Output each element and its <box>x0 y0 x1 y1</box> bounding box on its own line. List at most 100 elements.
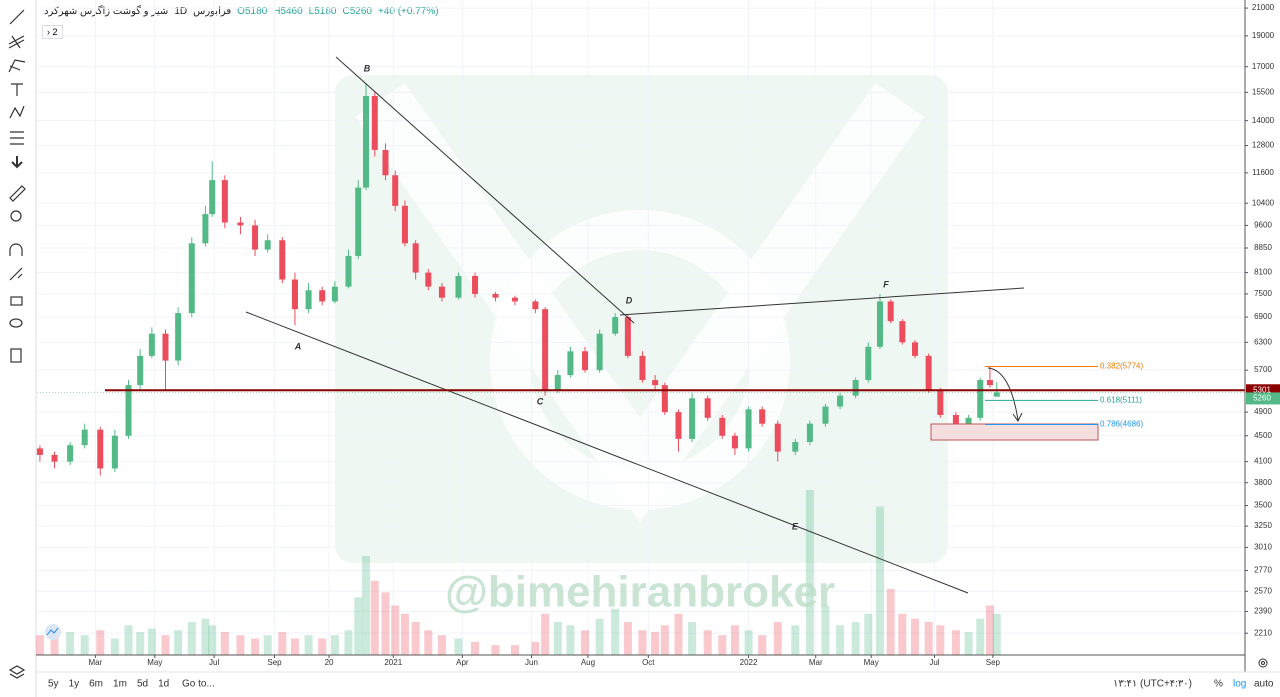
candle-body[interactable] <box>542 309 549 391</box>
candle-body[interactable] <box>852 380 859 396</box>
candle-body[interactable] <box>51 454 58 462</box>
candle-body[interactable] <box>759 409 766 424</box>
candle-body[interactable] <box>175 313 182 361</box>
candle-body[interactable] <box>977 380 984 418</box>
candle-body[interactable] <box>425 272 432 287</box>
candle-body[interactable] <box>492 293 499 298</box>
candle-body[interactable] <box>305 290 312 310</box>
candle-body[interactable] <box>567 351 574 376</box>
candle-body[interactable] <box>237 222 244 226</box>
candle-body[interactable] <box>792 442 799 452</box>
interval[interactable]: 1D <box>174 6 188 17</box>
candle-body[interactable] <box>837 395 844 407</box>
tool-brush[interactable] <box>8 59 26 73</box>
tool-line[interactable] <box>9 9 25 25</box>
candle-body[interactable] <box>111 435 118 469</box>
tool-zoom[interactable] <box>10 210 22 222</box>
candle-body[interactable] <box>612 317 619 334</box>
candle-body[interactable] <box>401 205 408 244</box>
candle-body[interactable] <box>719 417 726 436</box>
tool-magnet[interactable] <box>9 243 23 256</box>
candle-body[interactable] <box>36 448 43 455</box>
trend-line[interactable] <box>619 287 1025 316</box>
candle-body[interactable] <box>639 355 646 381</box>
candle-body[interactable] <box>455 276 462 298</box>
tool-trash[interactable] <box>10 348 22 363</box>
candle-body[interactable] <box>67 445 74 462</box>
candle-body[interactable] <box>876 301 883 347</box>
candle-body[interactable] <box>209 180 216 215</box>
candle-body[interactable] <box>279 240 286 280</box>
percent-toggle[interactable]: % <box>1214 679 1223 690</box>
candle-body[interactable] <box>363 95 370 188</box>
tool-draw-mode[interactable] <box>9 267 23 281</box>
candle-body[interactable] <box>472 276 479 294</box>
candle-body[interactable] <box>937 390 944 415</box>
log-toggle[interactable]: log <box>1233 679 1246 690</box>
target-zone[interactable] <box>930 423 1099 441</box>
candle-body[interactable] <box>125 385 132 436</box>
candle-body[interactable] <box>899 321 906 343</box>
candle-body[interactable] <box>986 380 993 386</box>
candle-body[interactable] <box>382 149 389 176</box>
tool-forecast[interactable] <box>10 131 24 145</box>
candle-body[interactable] <box>532 301 539 310</box>
settings-icon[interactable] <box>1258 658 1268 668</box>
range-button[interactable]: 6m <box>89 679 103 690</box>
tool-arrow[interactable] <box>11 156 23 169</box>
tool-layers[interactable] <box>8 665 26 679</box>
candle-body[interactable] <box>511 297 518 302</box>
candle-body[interactable] <box>582 351 589 371</box>
candle-body[interactable] <box>202 214 209 244</box>
candle-body[interactable] <box>392 175 399 206</box>
tool-text[interactable] <box>11 83 23 96</box>
candle-body[interactable] <box>731 435 738 449</box>
candle-body[interactable] <box>745 409 752 449</box>
candle-body[interactable] <box>438 286 445 298</box>
range-button[interactable]: 1m <box>113 679 127 690</box>
tool-ruler[interactable] <box>9 185 26 202</box>
candle-body[interactable] <box>148 333 155 356</box>
candle-body[interactable] <box>822 406 829 424</box>
range-button[interactable]: 1d <box>158 679 169 690</box>
tool-fib[interactable] <box>8 35 25 49</box>
tool-pattern[interactable] <box>9 105 25 119</box>
candle-body[interactable] <box>965 417 972 427</box>
candle-body[interactable] <box>624 317 631 356</box>
candle-body[interactable] <box>345 255 352 287</box>
range-button[interactable]: 5y <box>48 679 59 690</box>
candle-body[interactable] <box>993 392 1000 397</box>
candle-body[interactable] <box>661 385 668 413</box>
goto-button[interactable]: Go to... <box>182 679 215 690</box>
candle-body[interactable] <box>252 225 259 250</box>
projection-arrow[interactable] <box>987 367 1023 422</box>
candle-body[interactable] <box>596 333 603 371</box>
candle-body[interactable] <box>952 414 959 427</box>
candle-body[interactable] <box>689 398 696 439</box>
candle-body[interactable] <box>925 355 932 391</box>
candle-body[interactable] <box>221 180 228 223</box>
candle-body[interactable] <box>97 429 104 469</box>
candle-body[interactable] <box>355 187 362 256</box>
candle-body[interactable] <box>865 346 872 381</box>
candle-body[interactable] <box>319 290 326 302</box>
tool-lock[interactable] <box>10 296 23 306</box>
candle-body[interactable] <box>291 279 298 310</box>
candle-body[interactable] <box>81 429 88 446</box>
candle-body[interactable] <box>162 333 169 361</box>
candle-body[interactable] <box>652 380 659 386</box>
range-button[interactable]: 1y <box>69 679 80 690</box>
candle-body[interactable] <box>137 355 144 386</box>
candle-body[interactable] <box>675 412 682 439</box>
candle-body[interactable] <box>554 375 561 391</box>
candle-body[interactable] <box>806 423 813 443</box>
trend-line[interactable] <box>335 56 635 324</box>
tool-visibility[interactable] <box>9 318 23 328</box>
range-button[interactable]: 5d <box>137 679 148 690</box>
candle-body[interactable] <box>188 243 195 314</box>
trend-line[interactable] <box>245 311 969 594</box>
auto-toggle[interactable]: auto <box>1254 679 1274 690</box>
candle-body[interactable] <box>264 240 271 250</box>
candle-body[interactable] <box>371 95 378 150</box>
candle-body[interactable] <box>704 398 711 418</box>
